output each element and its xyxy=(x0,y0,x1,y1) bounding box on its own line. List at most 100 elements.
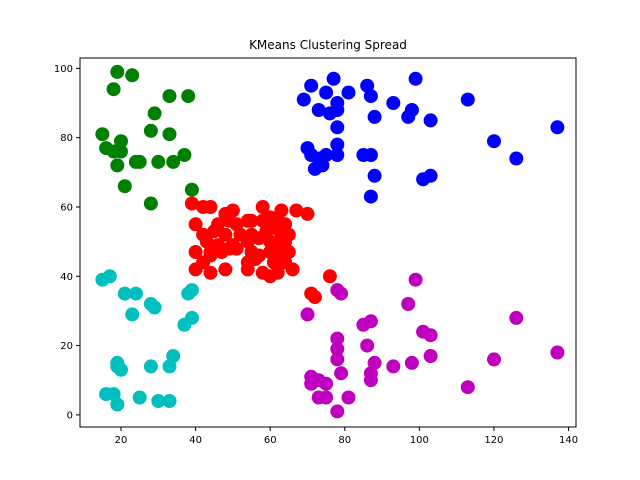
points-layer xyxy=(95,64,565,419)
data-point xyxy=(386,96,401,110)
data-point xyxy=(125,307,140,322)
y-tick-label: 20 xyxy=(60,341,73,352)
data-point xyxy=(177,317,192,332)
data-point xyxy=(110,64,125,79)
data-point xyxy=(550,120,565,135)
data-point xyxy=(151,154,166,169)
data-point xyxy=(207,224,222,239)
data-point xyxy=(203,200,218,214)
data-point xyxy=(106,82,121,97)
y-tick-label: 100 xyxy=(54,64,73,75)
data-point xyxy=(363,373,378,388)
data-point xyxy=(386,359,401,374)
data-point xyxy=(307,290,322,305)
x-tick-label: 20 xyxy=(115,435,128,446)
data-point xyxy=(147,106,162,121)
data-point xyxy=(408,71,423,86)
y-tick-label: 80 xyxy=(60,133,73,144)
data-point xyxy=(248,252,263,266)
data-point xyxy=(367,168,382,183)
data-point xyxy=(322,269,337,284)
data-point xyxy=(229,241,244,256)
x-tick-label: 60 xyxy=(264,435,277,446)
data-point xyxy=(423,349,438,363)
data-point xyxy=(423,328,438,343)
y-axis: 0 20 40 60 80 100 xyxy=(54,64,80,421)
data-point xyxy=(184,196,199,211)
data-point xyxy=(244,213,259,228)
data-point xyxy=(255,200,270,214)
data-point xyxy=(240,262,255,277)
data-point xyxy=(509,151,524,166)
data-point xyxy=(184,182,199,197)
data-point xyxy=(162,89,177,104)
data-point xyxy=(363,148,378,162)
data-point xyxy=(330,331,345,346)
data-point xyxy=(203,248,218,263)
data-point xyxy=(151,394,166,408)
data-point xyxy=(166,154,181,169)
data-point xyxy=(319,85,334,100)
data-point xyxy=(125,68,140,83)
data-point xyxy=(285,262,300,277)
data-point xyxy=(319,376,334,391)
data-point xyxy=(330,342,345,356)
data-point xyxy=(143,196,158,211)
data-point xyxy=(487,134,501,149)
data-point xyxy=(509,310,524,325)
data-point xyxy=(460,380,475,395)
data-point xyxy=(300,307,315,322)
data-point xyxy=(487,352,501,367)
data-point xyxy=(460,92,475,107)
data-point xyxy=(143,123,158,138)
data-point xyxy=(401,109,416,124)
data-point xyxy=(203,265,218,280)
data-point xyxy=(181,286,196,301)
data-point xyxy=(218,262,233,277)
data-point xyxy=(330,404,345,419)
data-point xyxy=(356,317,371,332)
data-point xyxy=(132,154,147,169)
x-tick-label: 140 xyxy=(559,435,578,446)
data-point xyxy=(162,127,177,142)
data-point xyxy=(132,390,147,405)
data-point xyxy=(319,390,334,405)
data-point xyxy=(330,148,345,162)
chart-title: KMeans Clustering Spread xyxy=(249,38,407,52)
data-point xyxy=(188,217,203,232)
x-tick-label: 80 xyxy=(338,435,351,446)
data-point xyxy=(110,397,125,412)
data-point xyxy=(95,127,110,142)
data-point xyxy=(270,265,285,280)
data-point xyxy=(296,92,311,107)
x-tick-label: 120 xyxy=(484,435,503,446)
data-point xyxy=(367,109,382,124)
data-point xyxy=(341,390,356,405)
data-point xyxy=(114,144,128,159)
data-point xyxy=(330,352,345,367)
x-tick-label: 100 xyxy=(410,435,429,446)
data-point xyxy=(181,89,196,104)
data-point xyxy=(289,203,304,218)
data-point xyxy=(304,376,319,391)
data-point xyxy=(128,286,143,301)
data-point xyxy=(330,137,345,152)
data-point xyxy=(404,355,419,370)
data-point xyxy=(334,286,349,301)
data-point xyxy=(330,103,345,117)
data-point xyxy=(363,89,378,104)
plot-frame xyxy=(79,57,577,428)
x-axis: 20 40 60 80 100 120 140 xyxy=(115,427,578,446)
data-point xyxy=(315,158,330,173)
data-point xyxy=(330,120,345,135)
data-point xyxy=(143,359,158,374)
data-point xyxy=(304,78,319,93)
data-point xyxy=(334,366,349,381)
x-tick-label: 40 xyxy=(189,435,202,446)
data-point xyxy=(311,103,326,117)
data-point xyxy=(188,245,203,259)
data-point xyxy=(177,148,192,162)
data-point xyxy=(550,345,565,360)
data-point xyxy=(114,134,128,149)
